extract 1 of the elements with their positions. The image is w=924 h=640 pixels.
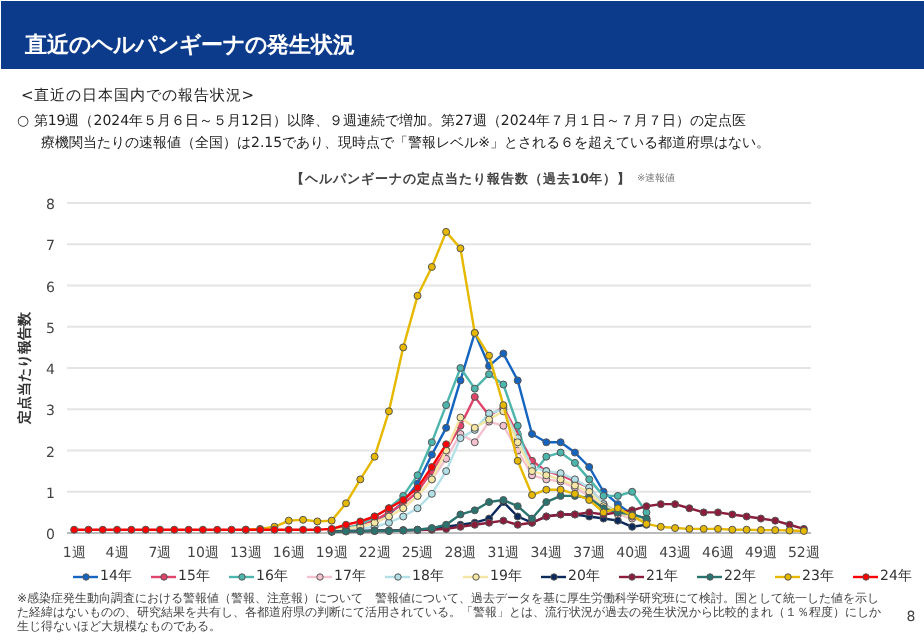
- chart-title: 直近のヘルパンギーナの発生状況: [23, 32, 355, 58]
